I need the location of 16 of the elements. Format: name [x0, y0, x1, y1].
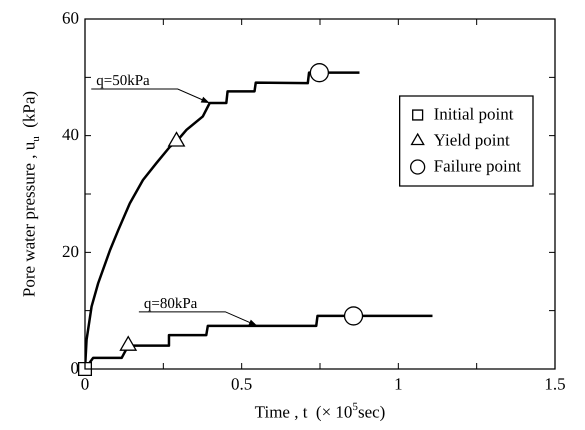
y-tick-label: 20: [62, 242, 79, 261]
y-tick-label: 40: [62, 125, 79, 144]
annotation: q=80kPa: [144, 296, 198, 312]
annotation: q=50kPa: [96, 73, 150, 89]
point: [310, 63, 330, 82]
point: [344, 306, 364, 326]
x-tick-label: 1.5: [544, 374, 566, 394]
legend-label: Initial point: [434, 104, 514, 124]
point: [78, 362, 92, 376]
y-tick-label: 60: [62, 8, 79, 28]
x-tick-label: 1: [394, 374, 403, 394]
legend-label: Failure point: [434, 156, 522, 176]
x-tick-label: 0.5: [231, 374, 252, 394]
y-tick-label: 0: [70, 358, 79, 378]
y-axis-title: Pore water pressure , uu (kPa): [19, 90, 42, 298]
legend-label: Yield point: [434, 130, 510, 150]
